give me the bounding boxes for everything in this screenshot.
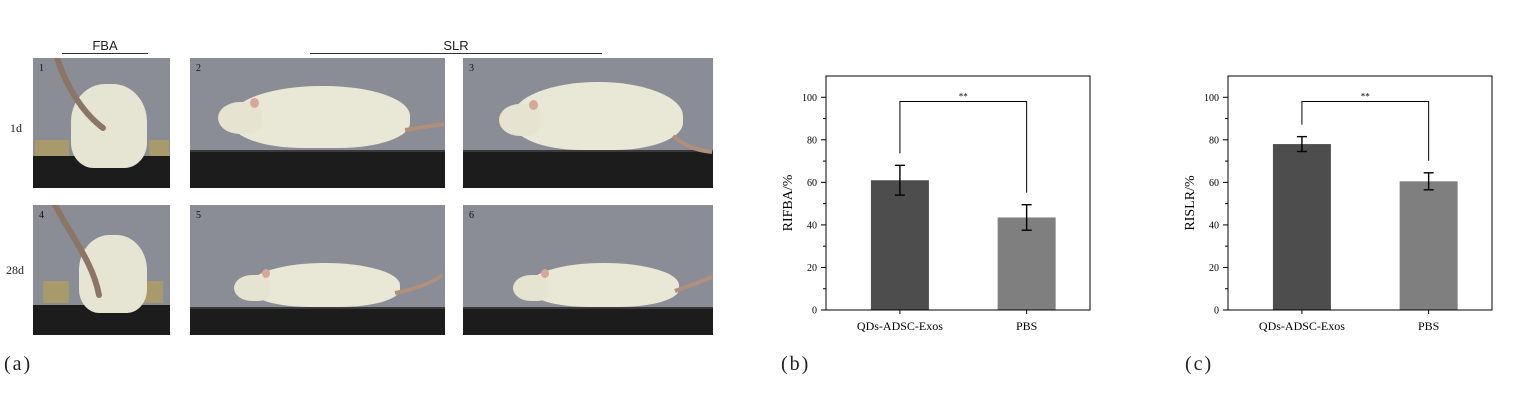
- rat-tail: [54, 58, 106, 131]
- rat-tail: [394, 273, 444, 295]
- y-axis-label: RISLR/%: [1183, 175, 1198, 231]
- x-category-label: QDs-ADSC-Exos: [857, 319, 943, 333]
- rat-tail: [674, 275, 713, 293]
- fba-header: FBA: [92, 38, 118, 53]
- photo-number: 6: [469, 210, 474, 221]
- significance-bracket: [1301, 101, 1430, 161]
- fba-header-line: [62, 53, 148, 54]
- y-tick-label: 20: [807, 263, 817, 274]
- bar-qds-adsc-exos: [1272, 144, 1331, 310]
- rat-body: [529, 263, 679, 307]
- photo-number: 2: [196, 63, 201, 74]
- y-tick-label: 100: [802, 93, 817, 104]
- photo-slr-1d-a: 2: [190, 58, 445, 188]
- bar-qds-adsc-exos: [870, 180, 929, 310]
- table-surface: [190, 152, 445, 188]
- panel-label-c: (c): [1185, 353, 1214, 375]
- table-surface: [463, 152, 713, 188]
- y-tick-label: 100: [1204, 93, 1219, 104]
- photo-number: 3: [469, 63, 474, 74]
- rat-ear: [529, 100, 538, 110]
- rat-head: [513, 275, 549, 301]
- photo-number: 5: [196, 210, 201, 221]
- rat-tail: [404, 122, 445, 132]
- rat-tail: [52, 205, 102, 298]
- rislr-bar-chart: QDs-ADSC-Exos PBS 0 20 40 60 80 100 ** RISLR/%: [1183, 75, 1493, 333]
- significance-bracket: [899, 101, 1028, 193]
- rat-ear: [250, 98, 259, 108]
- photo-slr-28d-a: 5: [190, 205, 445, 335]
- y-tick-label: 80: [807, 135, 817, 146]
- table-surface: [463, 309, 713, 335]
- y-tick-label: 60: [807, 178, 817, 189]
- row-label-28d: 28d: [6, 263, 24, 277]
- y-tick-label: 20: [1209, 263, 1219, 274]
- bar-pbs: [1399, 181, 1458, 310]
- photo-number: 4: [39, 210, 44, 221]
- photo-number: 1: [39, 63, 44, 74]
- photo-fba-1d: 1: [33, 58, 170, 188]
- y-axis-label: RIFBA/%: [781, 174, 796, 231]
- bar-pbs: [997, 217, 1056, 310]
- bench-right: [149, 140, 169, 156]
- slr-header: SLR: [443, 38, 469, 53]
- rat-body: [250, 263, 400, 307]
- photo-slr-1d-b: 3: [463, 58, 713, 188]
- significance-marker: **: [1361, 92, 1371, 102]
- slr-header-line: [310, 53, 602, 54]
- panel-label-b: (b): [781, 353, 811, 375]
- y-tick-label: 40: [807, 220, 817, 231]
- rat-body: [513, 82, 683, 150]
- rat-body: [71, 84, 147, 168]
- row-label-1d: 1d: [10, 121, 22, 135]
- photo-slr-28d-b: 6: [463, 205, 713, 335]
- plot-frame: [825, 75, 1091, 311]
- plot-frame: [1227, 75, 1493, 311]
- rifba-bar-chart: QDs-ADSC-Exos PBS 0 20 40 60 80 100 ** RIFBA/%: [781, 75, 1091, 333]
- significance-marker: **: [959, 92, 969, 102]
- photo-fba-28d: 4: [33, 205, 170, 335]
- y-tick-label: 60: [1209, 178, 1219, 189]
- x-category-label: PBS: [1016, 319, 1037, 333]
- y-tick-label: 0: [812, 306, 817, 317]
- bench-left: [35, 140, 69, 156]
- bench-left: [43, 281, 69, 303]
- y-tick-label: 40: [1209, 220, 1219, 231]
- y-tick-label: 0: [1214, 306, 1219, 317]
- rat-head: [234, 275, 270, 301]
- x-category-label: PBS: [1418, 319, 1439, 333]
- rat-tail: [671, 134, 713, 154]
- rat-ear: [541, 269, 549, 278]
- y-tick-label: 80: [1209, 135, 1219, 146]
- x-category-label: QDs-ADSC-Exos: [1259, 319, 1345, 333]
- table-surface: [190, 309, 445, 335]
- rat-ear: [262, 269, 270, 278]
- panel-label-a: (a): [4, 353, 33, 375]
